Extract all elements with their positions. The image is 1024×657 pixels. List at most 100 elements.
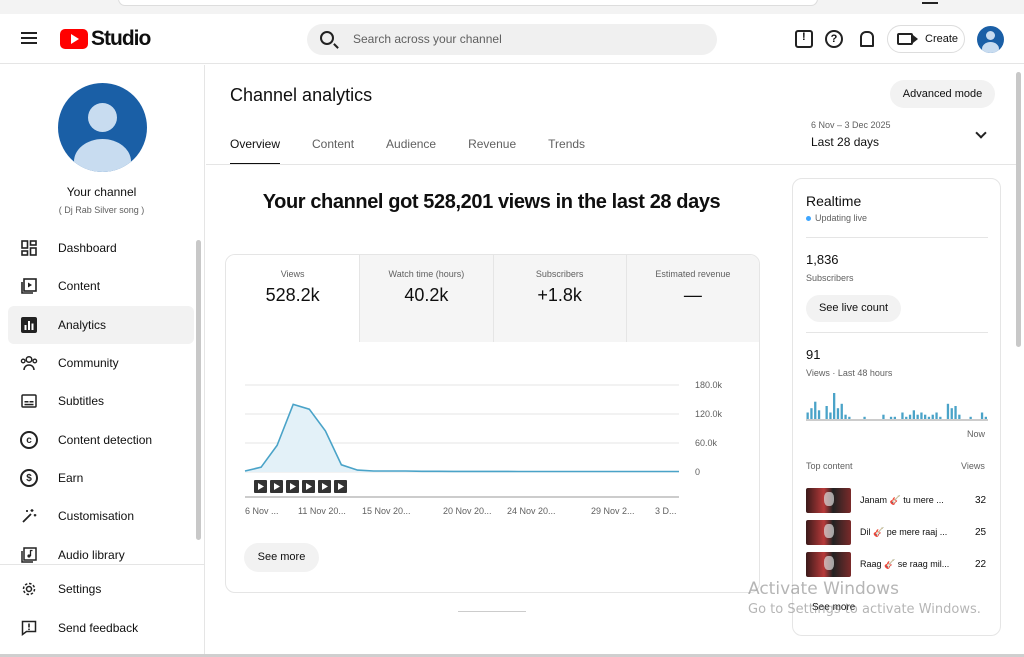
hourly-view-bar bbox=[954, 406, 957, 419]
hourly-view-bar bbox=[958, 414, 961, 419]
tab-overview[interactable]: Overview bbox=[230, 137, 281, 165]
hourly-view-bar bbox=[817, 410, 821, 419]
views-line bbox=[244, 403, 679, 473]
video-camera-icon bbox=[897, 33, 918, 45]
now-label: Now bbox=[967, 429, 986, 439]
top-content-item[interactable]: Janam 🎸 tu mere ... 32 bbox=[806, 488, 988, 514]
hourly-view-bar bbox=[927, 416, 931, 419]
overview-card: Views 528.2k Watch time (hours) 40.2k Su… bbox=[225, 254, 760, 593]
metric-value: +1.8k bbox=[537, 285, 582, 305]
analytics-icon bbox=[20, 316, 38, 334]
sidebar-divider bbox=[0, 564, 204, 565]
sidebar-item-content-detection[interactable]: c Content detection bbox=[8, 421, 194, 459]
tab-audience[interactable]: Audience bbox=[386, 137, 437, 151]
hourly-view-bar bbox=[905, 416, 908, 419]
hourly-view-bar bbox=[946, 403, 950, 419]
sidebar-item-label: Community bbox=[58, 356, 119, 370]
views-headline: Your channel got 528,201 views in the la… bbox=[262, 191, 721, 213]
magic-wand-icon bbox=[20, 507, 38, 525]
play-icon bbox=[338, 483, 344, 490]
hourly-view-bar bbox=[806, 412, 809, 419]
hourly-view-bar bbox=[931, 414, 934, 419]
hourly-view-bar bbox=[916, 414, 919, 419]
youtube-studio-logo[interactable]: Studio bbox=[60, 27, 151, 51]
realtime-status: Updating live bbox=[806, 213, 867, 223]
search-bar[interactable]: Search across your channel bbox=[307, 24, 717, 55]
channel-name: Your channel bbox=[66, 185, 137, 199]
sidebar-item-community[interactable]: Community bbox=[8, 344, 194, 382]
tab-content[interactable]: Content bbox=[312, 137, 355, 151]
top-content-item[interactable]: Dil 🎸 pe mere raaj ... 25 bbox=[806, 520, 988, 546]
sidebar-item-label: Dashboard bbox=[58, 241, 117, 255]
top-content-item[interactable]: Raag 🎸 se raag mil... 22 bbox=[806, 552, 988, 578]
hourly-view-bar bbox=[833, 393, 836, 419]
date-range-dates: 6 Nov – 3 Dec 2025 bbox=[811, 120, 891, 130]
channel-avatar[interactable] bbox=[58, 83, 147, 172]
divider bbox=[806, 237, 988, 238]
metric-label: Subscribers bbox=[535, 269, 584, 279]
account-avatar[interactable] bbox=[977, 26, 1004, 53]
play-icon bbox=[306, 483, 312, 490]
page-title: Channel analytics bbox=[230, 85, 373, 105]
sidebar: Your channel ( Dj Rab Silver song ) Dash… bbox=[0, 65, 205, 657]
realtime-subscribers-label: Subscribers bbox=[806, 273, 854, 283]
metric-watch-time[interactable]: Watch time (hours) 40.2k bbox=[359, 255, 493, 342]
sidebar-item-customisation[interactable]: Customisation bbox=[8, 497, 194, 535]
y-tick-label: 180.0k bbox=[695, 380, 723, 390]
sidebar-item-settings[interactable]: Settings bbox=[8, 570, 194, 608]
hourly-view-bar bbox=[950, 408, 953, 419]
chevron-down-icon[interactable] bbox=[975, 127, 987, 139]
feedback-icon bbox=[20, 619, 38, 637]
sidebar-item-analytics[interactable]: Analytics bbox=[8, 306, 194, 344]
metric-estimated-revenue[interactable]: Estimated revenue — bbox=[625, 255, 759, 342]
tab-trends[interactable]: Trends bbox=[548, 137, 586, 151]
tab-revenue[interactable]: Revenue bbox=[468, 137, 517, 151]
sidebar-item-content[interactable]: Content bbox=[8, 267, 194, 305]
sidebar-item-dashboard[interactable]: Dashboard bbox=[8, 229, 194, 267]
hourly-view-bar bbox=[920, 412, 923, 419]
x-tick-label: 24 Nov 20... bbox=[507, 506, 556, 516]
metric-value: — bbox=[683, 285, 702, 305]
sidebar-scrollbar[interactable] bbox=[196, 240, 201, 540]
create-button[interactable]: Create bbox=[887, 25, 965, 53]
sidebar-item-audio-library[interactable]: Audio library bbox=[8, 536, 194, 574]
video-title: Dil 🎸 pe mere raaj ... bbox=[860, 527, 948, 537]
video-views: 22 bbox=[975, 559, 987, 570]
realtime-title: Realtime bbox=[806, 193, 862, 209]
realtime-see-more-link[interactable]: See more bbox=[812, 602, 856, 613]
sidebar-item-subtitles[interactable]: Subtitles bbox=[8, 382, 194, 420]
notifications-bell-icon[interactable] bbox=[857, 30, 875, 48]
see-live-count-button[interactable]: See live count bbox=[806, 295, 901, 322]
see-more-button[interactable]: See more bbox=[244, 543, 319, 572]
advanced-mode-button[interactable]: Advanced mode bbox=[890, 80, 995, 108]
sidebar-item-earn[interactable]: $ Earn bbox=[8, 459, 194, 497]
feedback-icon[interactable] bbox=[795, 30, 813, 48]
metric-views[interactable]: Views 528.2k bbox=[226, 255, 360, 342]
search-input[interactable]: Search across your channel bbox=[353, 32, 502, 46]
video-thumbnail bbox=[806, 520, 851, 545]
windows-activation-watermark: Activate Windows Go to Settings to activ… bbox=[748, 579, 981, 617]
brand-text: Studio bbox=[91, 27, 151, 50]
sidebar-item-send-feedback[interactable]: Send feedback bbox=[8, 609, 194, 647]
menu-icon[interactable] bbox=[21, 32, 37, 44]
hourly-view-bar bbox=[984, 416, 987, 419]
watermark-line-1: Activate Windows bbox=[748, 579, 899, 599]
play-icon bbox=[290, 483, 296, 490]
metric-tabs: Views 528.2k Watch time (hours) 40.2k Su… bbox=[226, 255, 759, 342]
divider bbox=[806, 332, 988, 333]
help-icon[interactable]: ? bbox=[825, 30, 843, 48]
create-label: Create bbox=[925, 33, 959, 45]
hourly-view-bar bbox=[836, 408, 840, 419]
page-scrollbar[interactable] bbox=[1016, 72, 1021, 347]
views-chart[interactable]: 0 60.0k 120.0k 180.0k 6 Nov ... 11 Nov 20... 1… bbox=[226, 342, 760, 532]
hourly-view-bar bbox=[825, 406, 828, 419]
hourly-view-bar bbox=[912, 410, 915, 419]
x-tick-label: 11 Nov 20... bbox=[298, 506, 346, 516]
metric-subscribers[interactable]: Subscribers +1.8k bbox=[492, 255, 626, 342]
hourly-view-bar bbox=[901, 412, 904, 419]
date-range-selector[interactable]: Last 28 days bbox=[811, 135, 880, 149]
window-minimize-icon[interactable] bbox=[922, 2, 938, 4]
realtime-views-bar-chart[interactable] bbox=[806, 389, 988, 424]
views-column-label: Views bbox=[961, 461, 985, 471]
tabs-divider bbox=[206, 164, 1018, 165]
